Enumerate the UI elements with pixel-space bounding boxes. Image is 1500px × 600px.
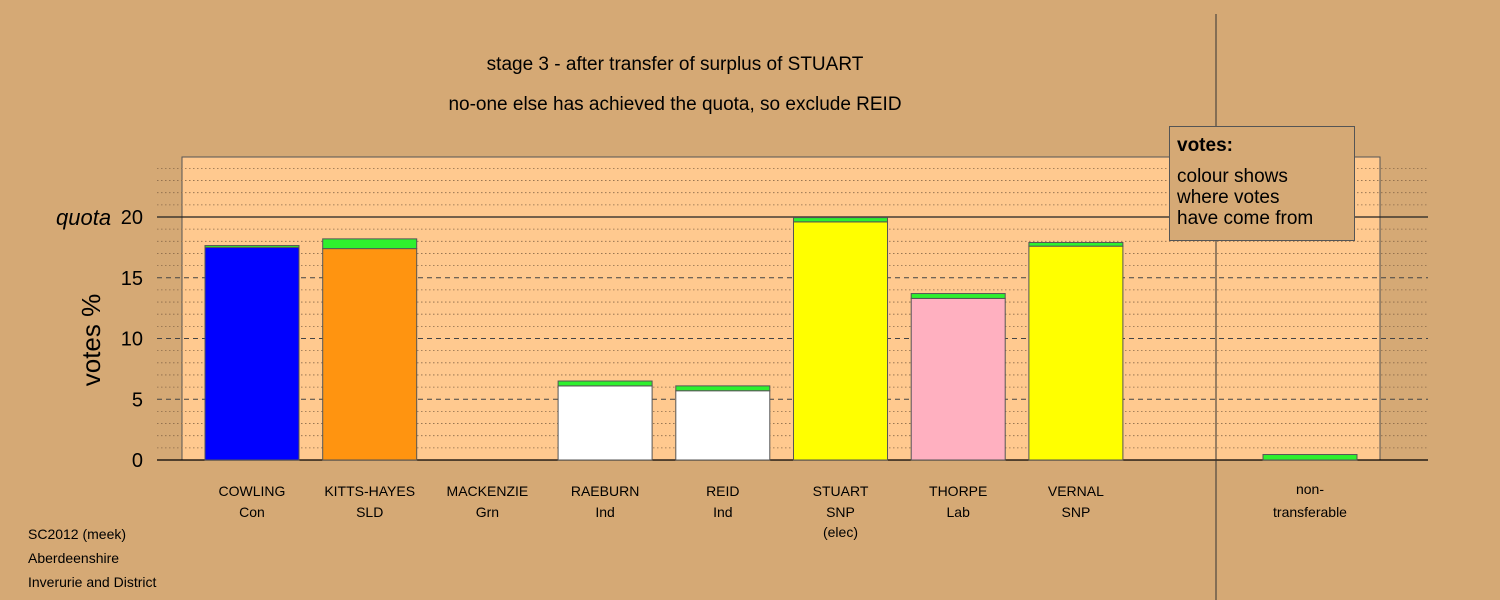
- party-label: SLD: [356, 504, 383, 520]
- y-tick-label: 15: [121, 268, 143, 290]
- party-label: Grn: [476, 504, 499, 520]
- y-tick-label: 5: [132, 389, 143, 411]
- y-axis-label: votes %: [76, 294, 106, 387]
- non-transferable-label-1: non-: [1296, 481, 1324, 497]
- legend-text-1: colour shows: [1177, 166, 1288, 187]
- footer-ward: Inverurie and District: [28, 574, 157, 590]
- candidate-name-label: KITTS-HAYES: [324, 483, 415, 499]
- bar-cowling-transfer: [204, 245, 300, 248]
- bar-kitts-hayes-base: [322, 248, 418, 461]
- non-transferable-label-2: transferable: [1273, 504, 1347, 520]
- candidate-name-label: THORPE: [929, 483, 987, 499]
- legend-title: votes:: [1177, 135, 1233, 156]
- candidate-name-label: MACKENZIE: [447, 483, 529, 499]
- party-label: Con: [239, 504, 265, 520]
- party-label: Ind: [713, 504, 732, 520]
- bar-reid-base: [675, 390, 771, 461]
- chart-subtitle: no-one else has achieved the quota, so e…: [448, 94, 902, 115]
- bar-reid-transfer: [675, 385, 771, 392]
- bar-non-transferable: [1262, 454, 1358, 461]
- candidate-name-label: COWLING: [219, 483, 286, 499]
- party-label: Lab: [947, 504, 971, 520]
- quota-label: quota: [56, 205, 111, 230]
- footer-council: Aberdeenshire: [28, 550, 120, 566]
- bar-stuart-base: [793, 221, 888, 461]
- chart-title: stage 3 - after transfer of surplus of S…: [486, 54, 864, 75]
- legend-text-3: have come from: [1177, 208, 1314, 229]
- candidate-name-label: STUART: [813, 483, 869, 499]
- bar-vernal-transfer: [1028, 242, 1124, 247]
- legend: votes: colour shows where votes have com…: [1169, 126, 1355, 241]
- status-label: (elec): [823, 524, 858, 540]
- bar-cowling-base: [204, 246, 300, 461]
- bar-stuart-transfer: [793, 217, 888, 223]
- legend-text-2: where votes: [1177, 187, 1280, 208]
- bar-kitts-hayes-transfer: [322, 238, 418, 250]
- candidate-name-label: RAEBURN: [571, 483, 639, 499]
- party-label: SNP: [826, 504, 855, 520]
- party-label: Ind: [595, 504, 614, 520]
- y-tick-label: 0: [132, 450, 143, 472]
- bar-thorpe-transfer: [910, 293, 1006, 299]
- y-tick-label: 20: [121, 207, 143, 229]
- footer-election: SC2012 (meek): [28, 526, 127, 542]
- candidate-name-label: REID: [706, 483, 739, 499]
- bar-thorpe-base: [910, 297, 1006, 461]
- candidate-name-label: VERNAL: [1048, 483, 1104, 499]
- bar-raeburn-transfer: [557, 380, 653, 387]
- bar-raeburn-base: [557, 385, 653, 461]
- party-label: SNP: [1062, 504, 1091, 520]
- bar-vernal-base: [1028, 245, 1124, 461]
- y-tick-label: 10: [121, 329, 143, 351]
